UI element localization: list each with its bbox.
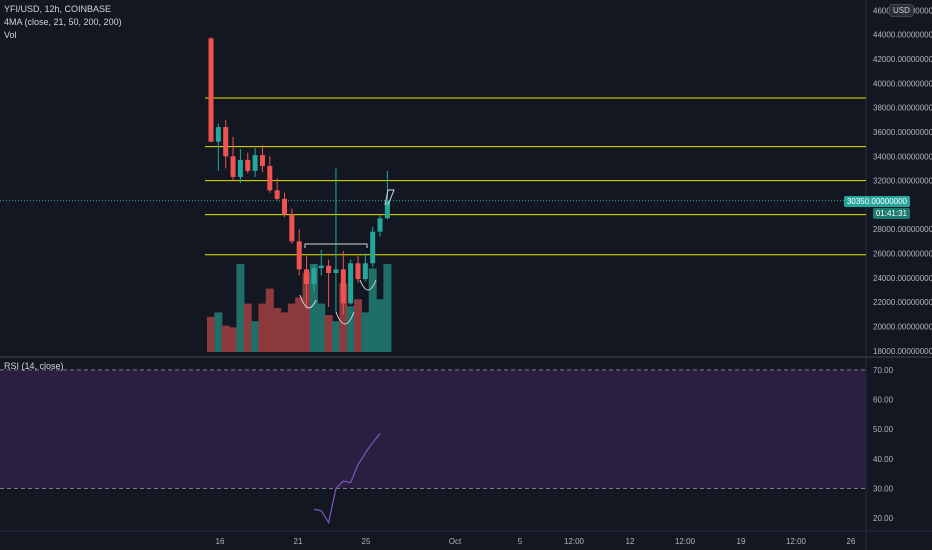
volume-bar [383,264,392,352]
time-tick-label: 12:00 [786,537,807,546]
head-drawing [335,311,355,325]
shoulder-drawing [359,279,377,291]
price-tick-label: 18000.00000000 [873,347,932,356]
currency-badge[interactable]: USD [889,4,914,17]
candle-body [355,263,361,280]
price-tick-label: 34000.00000000 [873,152,932,161]
candle-body [311,268,317,284]
candle-body [259,155,265,167]
volume-bar [236,264,245,352]
price-tick-label: 42000.00000000 [873,55,932,64]
volume-bar [251,321,260,352]
volume-bar [265,288,274,352]
candle-body [252,155,258,171]
price-tick-label: 22000.00000000 [873,298,932,307]
time-tick-label: 12:00 [675,537,696,546]
time-tick-label: 12 [626,537,635,546]
candle-body [318,265,324,269]
price-tick-label: 38000.00000000 [873,104,932,113]
rsi-legend[interactable]: RSI (14, close) [4,361,64,371]
volume-bar [317,303,326,352]
time-tick-label: 21 [294,537,303,546]
rsi-band [0,369,866,489]
volume-bar [339,283,348,352]
volume-bar [221,325,230,352]
candle-body [370,231,376,264]
candle-body [282,198,287,215]
candle-body [274,190,280,199]
rsi-tick-label: 20.00 [873,514,894,523]
candle-body [362,263,368,280]
price-tick-label: 24000.00000000 [873,274,932,283]
volume-bar [273,308,282,352]
candle-body [215,127,221,142]
shoulder-drawing [299,294,317,309]
volume-bar [324,315,333,352]
rsi-line [313,433,381,525]
volume-bar [376,299,385,352]
rsi-tick-label: 50.00 [873,425,894,434]
volume-bar [229,327,238,352]
candle-body [348,263,354,304]
volume-bar [302,272,311,352]
time-tick-label: 26 [847,537,856,546]
time-tick-label: 5 [518,537,523,546]
rsi-tick-label: 30.00 [873,485,894,494]
price-tick-label: 44000.00000000 [873,31,932,40]
candle-body [267,166,273,191]
rsi-tick-label: 40.00 [873,455,894,464]
candle-body [245,159,251,171]
volume-bar [354,299,362,352]
volume-bar [331,321,340,352]
rsi-tick-label: 60.00 [873,396,894,405]
candle-body [237,159,243,177]
volume-legend[interactable]: Vol [4,30,17,40]
volume-bar [346,306,355,352]
candle-body [377,218,383,232]
candle-body [333,269,339,273]
price-tick-label: 36000.00000000 [873,128,932,137]
volume-bar [368,268,377,352]
volume-bar [214,312,223,352]
price-tick-label: 26000.00000000 [873,250,932,259]
candle-body [304,269,310,284]
volume-bar [309,264,318,352]
symbol-legend[interactable]: YFI/USD, 12h, COINBASE [4,4,112,14]
target-drawing [384,189,395,206]
volume-bar [295,297,304,352]
volume-bar [361,312,370,352]
neckline-drawing [304,243,368,248]
candle-body [296,241,302,270]
candle-body [384,200,390,219]
price-tick-label: 28000.00000000 [873,225,932,234]
price-tick-label: 20000.00000000 [873,322,932,331]
time-tick-label: 25 [362,537,371,546]
time-tick-label: 16 [216,537,225,546]
candle-body [230,156,236,177]
last-price-tag: 30350.00000000 [843,196,910,207]
candle-body [326,265,332,273]
time-tick-label: 19 [737,537,746,546]
volume-bar [243,303,252,352]
volume-bar [280,312,289,352]
ma-legend[interactable]: 4MA (close, 21, 50, 200, 200) [4,17,122,27]
time-tick-label: Oct [449,537,462,546]
candle-body [289,214,295,242]
price-tick-label: 32000.00000000 [873,177,932,186]
rsi-tick-label: 70.00 [873,366,894,375]
candle-body [208,38,214,142]
volume-bar [258,303,267,352]
time-tick-label: 12:00 [564,537,585,546]
price-tick-label: 40000.00000000 [873,79,932,88]
candle-body [223,127,229,157]
volume-bar [287,303,296,352]
volume-bar [207,316,215,352]
candle-body [340,269,346,304]
countdown-tag: 01:41:31 [872,208,910,219]
